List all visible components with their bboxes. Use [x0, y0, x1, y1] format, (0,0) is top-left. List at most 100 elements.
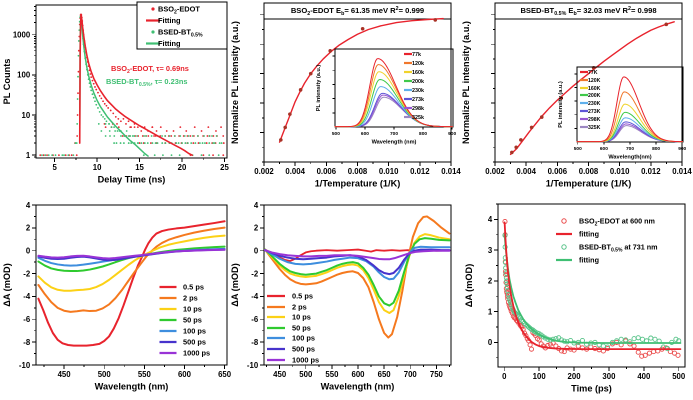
- svg-text:3: 3: [488, 246, 493, 255]
- svg-text:BSED-BT0.5%: BSED-BT0.5%: [158, 28, 203, 39]
- svg-text:-10: -10: [247, 361, 259, 370]
- panel-ta-spectra-bso2-edot: 450 500 550 600 650 -10 -8 -6 -4 -2 0 2 4 Wavelength …: [2, 201, 231, 391]
- svg-text:Fitting: Fitting: [158, 39, 181, 48]
- svg-text:0.5 ps: 0.5 ps: [292, 292, 313, 301]
- svg-text:750: 750: [430, 370, 444, 379]
- svg-text:0.008: 0.008: [579, 167, 599, 176]
- svg-text:700: 700: [404, 370, 418, 379]
- svg-text:50 ps: 50 ps: [183, 316, 202, 325]
- svg-text:15: 15: [135, 163, 144, 172]
- svg-text:PL intensity (a.u.): PL intensity (a.u.): [558, 81, 564, 128]
- svg-text:600: 600: [352, 370, 366, 379]
- panel-ta-kinetics: 0 100 200 300 400 500 0 1 2 3 4 Time (ps) ΔA (mOD) BS…: [464, 203, 686, 393]
- svg-text:-2: -2: [251, 269, 259, 278]
- svg-text:500: 500: [299, 370, 313, 379]
- svg-text:0: 0: [502, 372, 507, 381]
- svg-text:700: 700: [390, 131, 398, 137]
- svg-text:0.010: 0.010: [379, 167, 399, 176]
- svg-text:0.004: 0.004: [516, 167, 536, 176]
- svg-text:4: 4: [488, 215, 493, 224]
- svg-text:230k: 230k: [412, 88, 424, 94]
- svg-text:800: 800: [652, 146, 660, 152]
- svg-text:fitting: fitting: [579, 230, 599, 239]
- svg-text:650: 650: [218, 370, 231, 379]
- svg-text:900: 900: [448, 131, 456, 137]
- svg-text:1: 1: [488, 307, 493, 316]
- svg-text:Wavelength(nm): Wavelength(nm): [608, 154, 651, 160]
- svg-text:10 ps: 10 ps: [292, 313, 311, 322]
- svg-text:-6: -6: [23, 315, 31, 324]
- svg-text:500: 500: [672, 372, 686, 381]
- svg-text:4: 4: [254, 201, 259, 210]
- svg-text:BSO2-EDOT: BSO2-EDOT: [158, 5, 200, 16]
- svg-text:0.014: 0.014: [441, 167, 461, 176]
- svg-text:BSO2-EDOT at 600 nm: BSO2-EDOT at 600 nm: [579, 217, 655, 228]
- svg-text:10: 10: [93, 163, 102, 172]
- svg-text:100 ps: 100 ps: [292, 334, 315, 343]
- svg-text:-4: -4: [251, 292, 259, 301]
- svg-text:10 ps: 10 ps: [183, 305, 202, 314]
- svg-text:650: 650: [378, 370, 392, 379]
- svg-text:Normalize PL intensity (a.u.): Normalize PL intensity (a.u.): [462, 21, 471, 144]
- svg-text:120k: 120k: [412, 61, 424, 67]
- svg-text:2 ps: 2 ps: [183, 294, 198, 303]
- svg-text:2: 2: [254, 224, 259, 233]
- svg-text:100: 100: [17, 71, 31, 80]
- svg-text:-4: -4: [23, 292, 31, 301]
- svg-text:200: 200: [568, 372, 582, 381]
- svg-text:273K: 273K: [588, 109, 601, 115]
- svg-text:230K: 230K: [588, 101, 601, 107]
- svg-text:Wavelength (nm): Wavelength (nm): [95, 381, 169, 391]
- svg-text:Time (ps): Time (ps): [571, 383, 612, 393]
- svg-text:325k: 325k: [412, 115, 424, 121]
- svg-text:500 ps: 500 ps: [292, 345, 315, 354]
- svg-text:50 ps: 50 ps: [292, 324, 311, 333]
- svg-text:1000 ps: 1000 ps: [292, 356, 319, 365]
- svg-text:100 ps: 100 ps: [183, 327, 206, 336]
- svg-text:Wavelength (nm): Wavelength (nm): [372, 139, 417, 145]
- svg-text:450: 450: [58, 370, 72, 379]
- svg-text:298k: 298k: [412, 106, 424, 112]
- svg-text:550: 550: [138, 370, 152, 379]
- svg-text:BSED-BT0.5% at 731 nm: BSED-BT0.5% at 731 nm: [579, 243, 658, 254]
- svg-text:0.5 ps: 0.5 ps: [183, 283, 204, 292]
- svg-text:700: 700: [626, 146, 634, 152]
- svg-text:600: 600: [600, 146, 608, 152]
- svg-text:25: 25: [220, 163, 229, 172]
- svg-text:200k: 200k: [412, 79, 424, 85]
- svg-text:500 ps: 500 ps: [183, 338, 206, 347]
- svg-text:0.004: 0.004: [285, 167, 305, 176]
- svg-text:2: 2: [488, 277, 493, 286]
- svg-text:100: 100: [533, 372, 547, 381]
- svg-text:600: 600: [178, 370, 192, 379]
- svg-text:77K: 77K: [588, 70, 598, 76]
- svg-text:1: 1: [26, 151, 31, 160]
- panel-pl-decay: 5 10 15 20 25 1 10 100 1000 Delay Time (ns) PL Cou…: [2, 1, 229, 184]
- svg-text:BSO2-EDOT Eb= 61.35 meV: BSO2-EDOT Eb= 61.35 meV R2= 0.999: [291, 6, 424, 17]
- svg-text:-8: -8: [23, 338, 31, 347]
- svg-text:77k: 77k: [412, 52, 421, 58]
- svg-text:200K: 200K: [588, 93, 601, 99]
- svg-text:BSED-BT0.5%, τ= 0.23ns: BSED-BT0.5%, τ= 0.23ns: [106, 77, 187, 88]
- svg-text:0.008: 0.008: [348, 167, 368, 176]
- svg-text:Normalize PL intensity (a.u.): Normalize PL intensity (a.u.): [231, 21, 240, 144]
- svg-text:1/Temperature (1/K): 1/Temperature (1/K): [315, 178, 401, 188]
- svg-text:120K: 120K: [588, 78, 601, 84]
- svg-text:BSO2-EDOT, τ= 0.69ns: BSO2-EDOT, τ= 0.69ns: [111, 64, 189, 75]
- svg-text:900: 900: [678, 146, 686, 152]
- svg-text:300: 300: [602, 372, 616, 381]
- svg-text:1000: 1000: [13, 31, 31, 40]
- svg-text:600: 600: [361, 131, 369, 137]
- svg-text:160K: 160K: [588, 86, 601, 92]
- svg-text:0.012: 0.012: [410, 167, 430, 176]
- svg-text:PL Counts: PL Counts: [2, 59, 12, 105]
- svg-text:4: 4: [26, 201, 31, 210]
- svg-text:0.002: 0.002: [485, 167, 505, 176]
- svg-text:Fitting: Fitting: [158, 16, 181, 25]
- svg-text:298K: 298K: [588, 117, 601, 123]
- svg-text:0.012: 0.012: [641, 167, 661, 176]
- svg-text:0.002: 0.002: [254, 167, 274, 176]
- svg-text:-10: -10: [19, 361, 31, 370]
- svg-text:500: 500: [332, 131, 340, 137]
